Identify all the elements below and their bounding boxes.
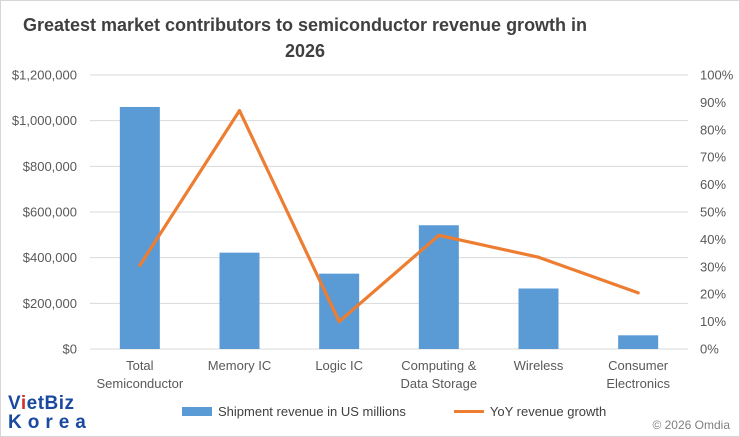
y-right-tick-label: 80% (700, 122, 726, 137)
bar (618, 335, 659, 349)
y-left-tick-label: $0 (63, 342, 77, 357)
y-right-tick-label: 10% (700, 314, 726, 329)
y-right-tick-label: 100% (700, 68, 734, 83)
y-left-tick-label: $1,000,000 (12, 113, 77, 128)
bar (219, 252, 260, 349)
growth-point (337, 320, 341, 324)
y-right-tick-label: 50% (700, 205, 726, 220)
vietbiz-logo: VietBiz Korea (8, 393, 92, 433)
y-right-tick-label: 40% (700, 232, 726, 247)
legend-bar-swatch (182, 407, 212, 416)
growth-point (437, 233, 441, 237)
x-tick-label: Consumer Electronics (606, 358, 670, 391)
y-right-tick-label: 0% (700, 342, 719, 357)
copyright-text: © 2026 Omdia (652, 418, 730, 432)
growth-point (636, 291, 640, 295)
y-left-tick-label: $400,000 (23, 250, 77, 265)
bar (518, 288, 559, 349)
bar (418, 225, 459, 349)
growth-line (138, 109, 640, 324)
x-tick-label: Computing & Data Storage (401, 358, 478, 391)
legend-line-swatch (453, 410, 484, 413)
x-tick-label: Wireless (514, 358, 564, 373)
y-right-tick-label: 60% (700, 177, 726, 192)
chart-legend: Shipment revenue in US millions YoY reve… (182, 404, 654, 419)
legend-item-line: YoY revenue growth (453, 404, 607, 419)
y-right-tick-label: 30% (700, 259, 726, 274)
x-tick-label: Memory IC (208, 358, 272, 373)
legend-item-bars: Shipment revenue in US millions (182, 404, 406, 419)
x-tick-label: Total Semiconductor (96, 358, 183, 391)
x-tick-label: Logic IC (315, 358, 363, 373)
y-left-tick-label: $200,000 (23, 296, 77, 311)
growth-point (138, 263, 142, 267)
growth-point (238, 109, 241, 113)
y-left-tick-label: $600,000 (23, 205, 77, 220)
y-left-tick-label: $1,200,000 (12, 68, 77, 83)
y-left-tick-label: $800,000 (23, 159, 77, 174)
chart-title: Greatest market contributors to semicond… (22, 15, 588, 61)
growth-point (537, 255, 540, 259)
y-right-tick-label: 90% (700, 95, 726, 110)
y-right-tick-label: 20% (700, 287, 726, 302)
legend-label-bars: Shipment revenue in US millions (218, 404, 406, 419)
y-right-tick-label: 70% (700, 150, 726, 165)
bar (119, 106, 160, 349)
legend-label-line: YoY revenue growth (489, 404, 607, 419)
